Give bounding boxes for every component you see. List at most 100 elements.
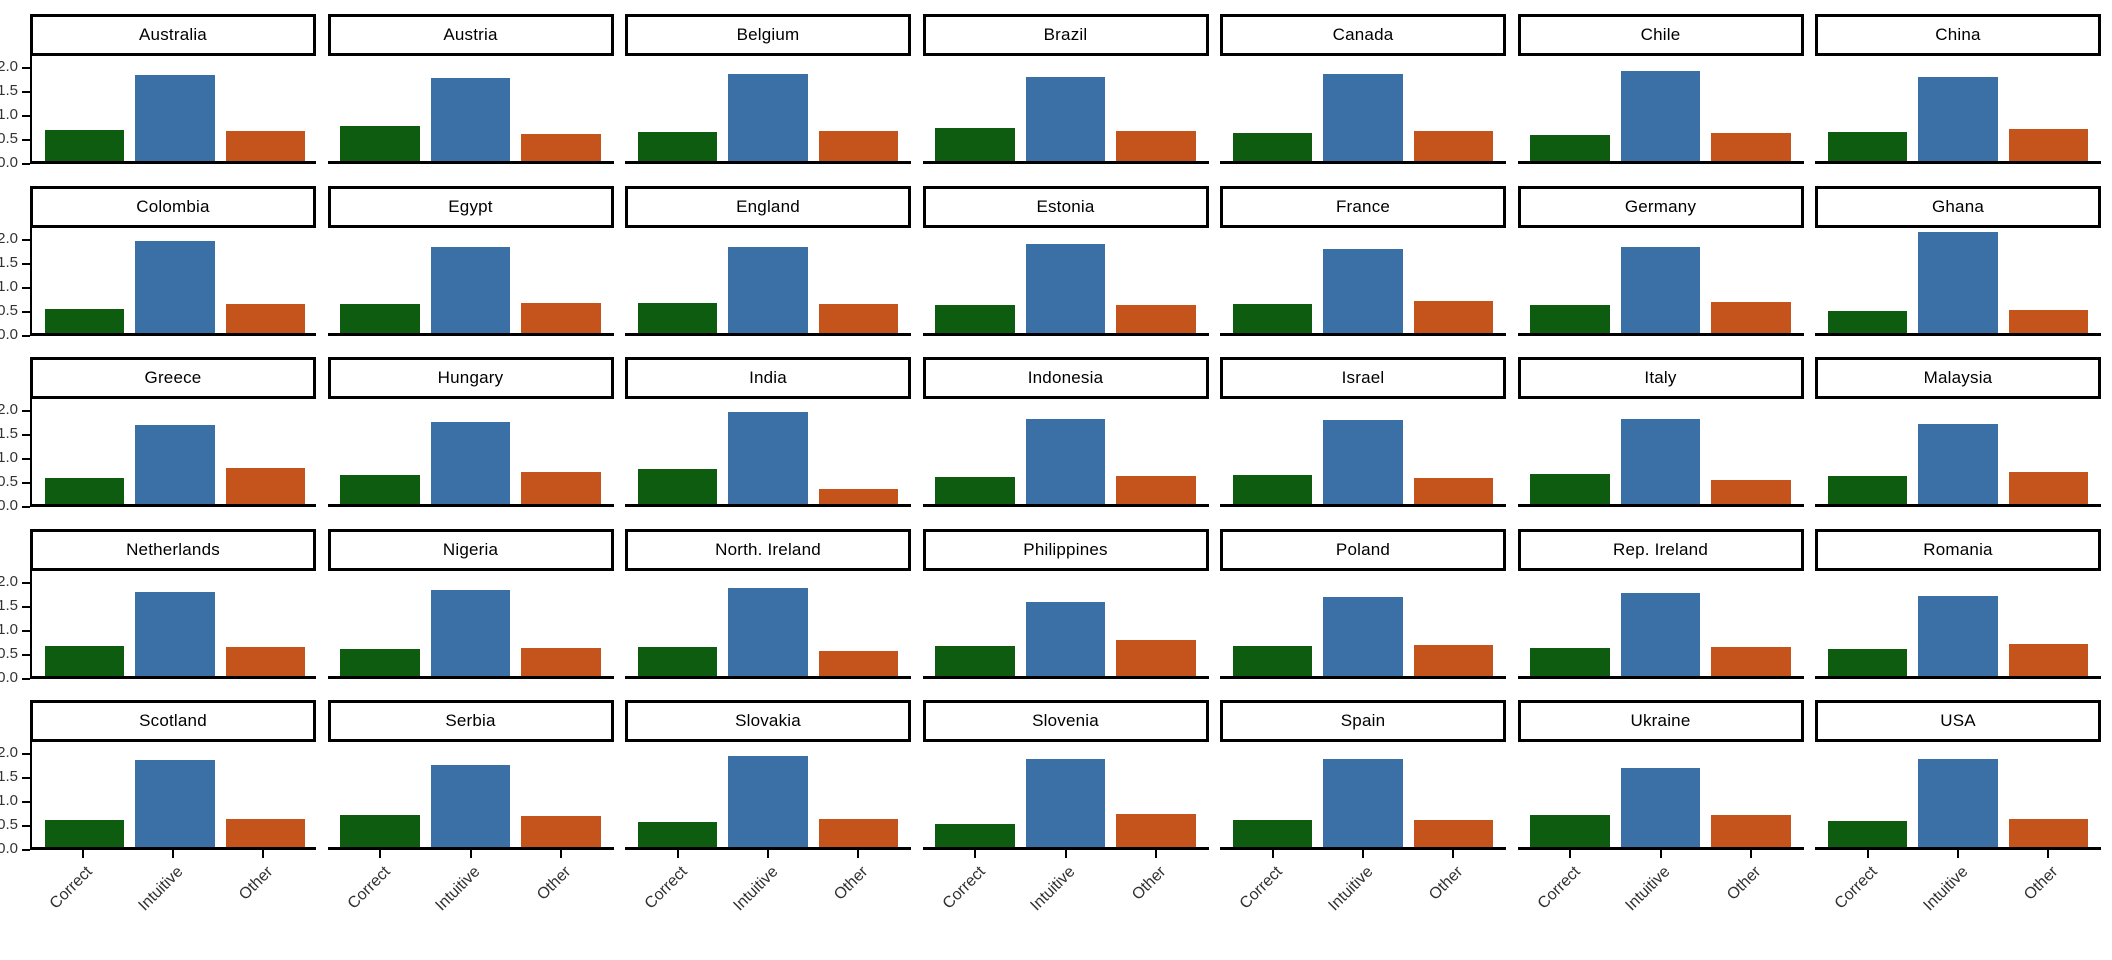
facet-title: France [1335,196,1391,216]
bar-correct [340,303,420,333]
facet-strip: Romania [1815,528,2101,571]
facet-strip: North. Ireland [625,528,911,571]
bar-intuitive [1323,74,1403,161]
bar-correct [1232,645,1313,676]
y-axis-tick-mark [22,753,30,755]
facet-strip: Nigeria [327,528,614,571]
facet-title: Hungary [437,368,504,387]
y-axis-tick-label: 0.0 [0,325,18,343]
facet-strip: Chile [1517,14,1804,56]
bar-correct [340,815,420,847]
facet-panel [327,56,614,164]
bar-correct [1530,135,1610,161]
bar-other [225,303,306,333]
bar-intuitive [1918,759,1998,847]
facet-title: Israel [1341,368,1385,387]
facet-slovakia: Slovakia [625,700,911,850]
facet-strip: Brazil [922,14,1209,56]
facet-slovenia: Slovenia [922,700,1209,850]
bar-other [521,134,601,161]
facet-rep-ireland: Rep. Ireland [1517,528,1804,679]
bar-correct [935,645,1015,676]
bar-other [521,816,601,847]
bar-intuitive [1025,759,1106,847]
bar-intuitive [135,760,215,847]
y-axis-tick-label: 2.0 [0,229,18,247]
facet-title: Philippines [1023,539,1108,559]
y-axis-tick-mark [22,506,30,508]
facet-strip: USA [1815,700,2101,742]
y-axis-gutter: 0.0 0.5 1.0 1.5 2.0 [0,228,30,342]
bar-other [225,646,306,676]
facet-title: Egypt [448,196,493,216]
y-axis-tick-mark [22,434,30,436]
bar-other [818,819,899,847]
facet-strip: Poland [1220,528,1506,571]
x-axis-label-wrap: Other [1890,863,2061,903]
x-axis-tick-mark [1362,850,1364,858]
facet-greece: Greece [30,357,316,507]
facet-philippines: Philippines [922,528,1209,679]
bar-correct [1530,304,1610,333]
bar-other [225,468,306,504]
bar-correct [1232,303,1313,333]
y-axis-tick-label: 1.5 [0,768,18,785]
facet-panel [327,570,614,679]
facet-north-ireland: North. Ireland [625,528,911,679]
bar-other [1711,301,1791,333]
bar-other [818,650,899,676]
facet-australia: Australia [30,14,316,164]
bar-intuitive [135,425,215,504]
facet-poland: Poland [1220,528,1506,679]
bar-intuitive [728,412,808,504]
facet-panel [1517,742,1804,850]
x-axis-tick-mark [1271,850,1274,858]
y-axis-tick-label: 1.0 [0,449,18,466]
facet-panel [30,742,316,850]
facet-strip: Spain [1220,700,1506,742]
y-axis-tick-mark [22,238,30,241]
y-axis-tick-mark [22,849,30,851]
facet-egypt: Egypt [327,185,614,336]
facet-strip: Serbia [327,700,614,742]
y-axis-tick-mark [22,825,30,827]
facet-panel [625,56,911,164]
x-axis-tick-mark [172,850,174,858]
facet-panel [1815,227,2101,336]
y-axis-tick-label: 1.5 [0,596,18,614]
y-axis-tick-mark [22,262,30,265]
facet-panel [1815,742,2101,850]
facet-title: Indonesia [1027,368,1104,387]
bar-correct [637,302,718,333]
facet-title: Estonia [1036,196,1095,216]
facet-title: India [749,368,787,387]
bar-intuitive [135,591,215,676]
bar-other [225,131,306,161]
bar-correct [340,648,420,676]
y-axis-tick-label: 1.0 [0,106,18,123]
x-axis-tick-mark [1452,850,1455,858]
x-axis-tick-label: Other [2021,863,2062,904]
bar-correct [340,126,420,161]
facet-hungary: Hungary [327,357,614,507]
bar-intuitive [430,422,511,504]
bar-intuitive [1620,246,1701,333]
x-axis-tick-mark [1866,850,1869,858]
facet-panel [625,742,911,850]
facet-panel [327,399,614,507]
facet-usa: USA [1815,700,2101,850]
facet-strip: Italy [1517,357,1804,399]
facet-panel [1220,56,1506,164]
bar-correct [935,304,1015,333]
facet-strip: Scotland [30,700,316,742]
bar-other [2008,819,2089,847]
y-axis-tick-label: 2.0 [0,572,18,590]
facet-strip: Austria [327,14,614,56]
facet-china: China [1815,14,2101,164]
facet-panel [922,227,1209,336]
bar-intuitive [1918,231,1998,333]
facet-india: India [625,357,911,507]
bar-intuitive [135,240,215,333]
bar-intuitive [1025,419,1106,504]
